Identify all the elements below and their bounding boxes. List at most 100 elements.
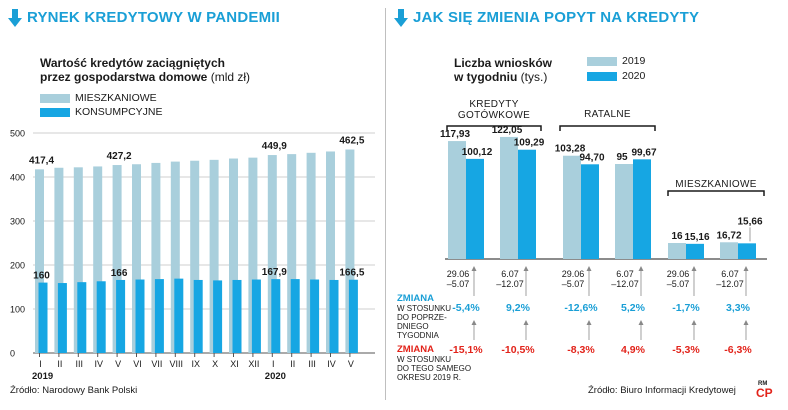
bar-konsumpcyjne [116, 279, 126, 353]
bar-konsumpcyjne [135, 279, 145, 353]
bar-mieszkaniowe [73, 167, 83, 353]
arrow-head-icon [586, 266, 592, 271]
bar-value-label: 427,2 [107, 151, 132, 162]
bar-mieszkaniowe [345, 149, 355, 353]
arrow-head-icon [586, 320, 592, 325]
bar-mieszkaniowe [93, 166, 103, 353]
bar-value-label: 417,4 [29, 155, 54, 166]
right-source: Źródło: Biuro Informacji Kredytowej [588, 385, 736, 396]
bar-konsumpcyjne [174, 278, 184, 353]
legend-swatch-2019 [587, 57, 617, 66]
period-label: 29.06 [562, 269, 585, 279]
bar-2019 [668, 243, 686, 259]
arrow-head-icon [523, 266, 529, 271]
arrow-head-icon [471, 266, 477, 271]
group-label: KREDYTY [469, 99, 518, 110]
left-subtitle: Wartość kredytów zaciągniętych przez gos… [40, 56, 250, 84]
period-label: 6.07 [501, 269, 519, 279]
x-tick-label: II [57, 359, 62, 369]
bar-konsumpcyjne [57, 283, 67, 353]
yearly-change-value: -5,3% [672, 344, 700, 356]
bar-value-label: 16,72 [716, 230, 741, 241]
bar-konsumpcyjne [329, 279, 339, 353]
bar-mieszkaniowe [326, 151, 335, 353]
arrow-head-icon [638, 266, 644, 271]
left-subtitle-line1: Wartość kredytów zaciągniętych [40, 56, 225, 70]
bar-2020 [466, 158, 484, 259]
x-tick-label: V [115, 359, 121, 369]
arrow-head-icon [743, 320, 749, 325]
x-tick-label: XII [248, 359, 259, 369]
arrow-head-icon [691, 266, 697, 271]
bar-2019 [448, 141, 466, 259]
down-arrow-icon [8, 9, 22, 27]
bar-value-label: 117,93 [440, 129, 470, 140]
legend-swatch-mieszkaniowe [40, 94, 70, 103]
x-tick-label: I [39, 359, 42, 369]
arrow-head-icon [523, 320, 529, 325]
year-label: 2020 [265, 371, 286, 382]
period-label: –5.07 [447, 279, 470, 289]
right-subtitle: Liczba wniosków w tygodniu (tys.) [454, 56, 552, 84]
yearly-change-value: -10,5% [501, 344, 535, 356]
yearly-change-desc: OKRESU 2019 R. [397, 373, 461, 382]
weekly-change-desc: TYGODNIA [397, 331, 439, 340]
bar-value-label: 16 [671, 231, 683, 242]
legend-label-2019: 2019 [622, 55, 646, 67]
yearly-change-value: 4,9% [621, 344, 646, 356]
x-tick-label: VIII [170, 359, 184, 369]
year-label: 2019 [32, 371, 53, 382]
group-label: MIESZKANIOWE [675, 179, 756, 190]
x-tick-label: X [212, 359, 218, 369]
yearly-change-desc: W STOSUNKU [397, 355, 451, 364]
yearly-change-value: -6,3% [724, 344, 752, 356]
right-subtitle-line1: Liczba wniosków [454, 56, 553, 70]
right-unit: (tys.) [520, 70, 548, 84]
arrow-head-icon [471, 320, 477, 325]
period-label: –12.07 [716, 279, 744, 289]
bar-2020 [518, 149, 536, 259]
weekly-change-value: 3,3% [726, 302, 751, 314]
bar-mieszkaniowe [190, 160, 200, 353]
left-unit: (mld zł) [210, 70, 251, 84]
period-label: –12.07 [496, 279, 524, 289]
bar-value-label: 100,12 [462, 147, 493, 158]
legend-label-mieszkaniowe: MIESZKANIOWE [75, 92, 157, 104]
legend-swatch-konsumpcyjne [40, 108, 70, 117]
bar-2020 [633, 159, 651, 259]
bar-value-label: 166 [111, 268, 128, 279]
weekly-change-desc: DNIEGO [397, 322, 429, 331]
bar-konsumpcyjne [310, 279, 320, 353]
left-source: Źródło: Narodowy Bank Polski [10, 385, 138, 396]
y-tick-label: 200 [10, 261, 25, 271]
legend-label-konsumpcyjne: KONSUMPCYJNE [75, 106, 163, 118]
period-label: 6.07 [721, 269, 739, 279]
weekly-change-value: -1,7% [672, 302, 700, 314]
weekly-change-desc: W STOSUNKU [397, 304, 451, 313]
x-tick-label: IV [94, 359, 103, 369]
legend-label-2020: 2020 [622, 70, 646, 82]
bar-mieszkaniowe [35, 169, 44, 353]
bar-mieszkaniowe [267, 155, 277, 353]
yearly-change-value: -15,1% [449, 344, 483, 356]
bar-value-label: 122,05 [492, 125, 523, 136]
bar-mieszkaniowe [287, 154, 297, 353]
bar-konsumpcyjne [213, 280, 223, 353]
arrow-head-icon [691, 320, 697, 325]
bar-mieszkaniowe [170, 161, 180, 353]
arrow-head-icon [743, 266, 749, 271]
bar-konsumpcyjne [348, 279, 358, 353]
logo-top-text: RM [758, 381, 768, 387]
period-label: –5.07 [667, 279, 690, 289]
bar-konsumpcyjne [232, 279, 242, 353]
weekly-change-value: 9,2% [506, 302, 531, 314]
bar-mieszkaniowe [54, 167, 64, 353]
x-tick-label: V [348, 359, 354, 369]
x-tick-label: VII [151, 359, 162, 369]
period-label: –12.07 [611, 279, 639, 289]
weekly-change-title: ZMIANA [397, 293, 434, 304]
bar-konsumpcyjne [251, 279, 261, 353]
yearly-change-title: ZMIANA [397, 344, 434, 355]
bar-konsumpcyjne [96, 281, 106, 353]
